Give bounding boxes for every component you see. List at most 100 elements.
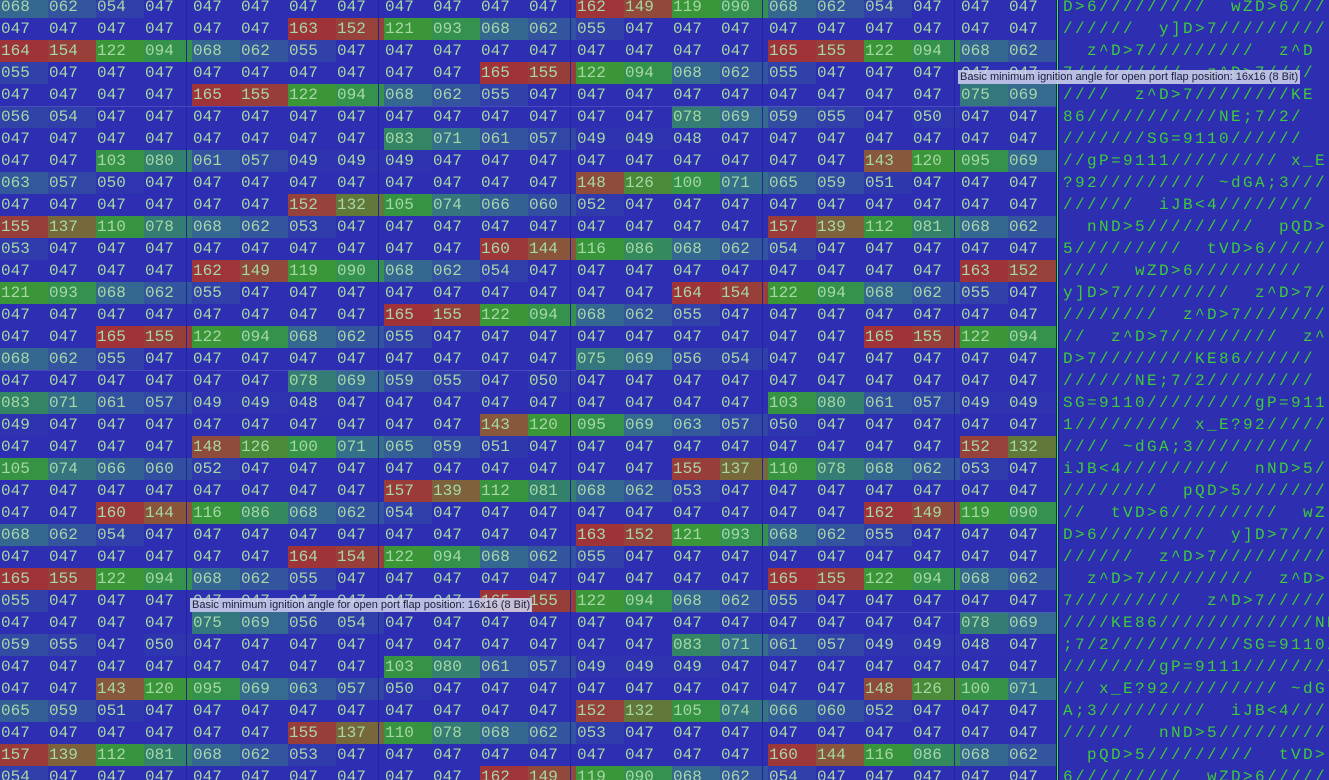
hex-cell: 047	[816, 194, 864, 216]
hex-cell: 068	[480, 546, 528, 568]
hex-cell: 047	[480, 524, 528, 546]
hex-pane: 068 062 054 047 047 047 047 047 047 047 047 047 162 1…	[0, 0, 1056, 780]
hex-cell: 083	[0, 392, 48, 414]
hex-cell: 062	[336, 326, 384, 348]
hex-cell: 047	[288, 414, 336, 436]
hex-cell: 105	[384, 194, 432, 216]
hex-cell: 047	[192, 480, 240, 502]
hex-cell: 055	[816, 106, 864, 128]
hex-cell: 047	[144, 480, 192, 502]
hex-cell: 061	[768, 634, 816, 656]
hex-cell: 047	[816, 62, 864, 84]
hex-cell: 047	[240, 370, 288, 392]
hex-cell: 154	[336, 546, 384, 568]
hex-cell: 047	[240, 348, 288, 370]
hex-cell: 047	[336, 766, 384, 780]
hex-cell: 047	[192, 304, 240, 326]
hex-cell: 056	[288, 612, 336, 634]
hex-cell: 119	[288, 260, 336, 282]
hex-cell: 047	[528, 524, 576, 546]
hex-cell: 122	[864, 568, 912, 590]
hex-cell: 068	[0, 348, 48, 370]
hex-cell: 047	[96, 546, 144, 568]
hex-cell: 051	[96, 700, 144, 722]
hex-cell: 068	[576, 480, 624, 502]
hex-cell: 047	[336, 172, 384, 194]
hex-cell: 047	[480, 216, 528, 238]
hex-cell: 047	[768, 18, 816, 40]
hex-cell: 110	[384, 722, 432, 744]
hex-cell: 047	[96, 84, 144, 106]
hex-cell: 047	[912, 18, 960, 40]
hex-cell: 105	[0, 458, 48, 480]
hex-cell: 152	[960, 436, 1008, 458]
hex-cell: 057	[528, 656, 576, 678]
hex-cell: 055	[48, 634, 96, 656]
hex-cell: 047	[960, 172, 1008, 194]
hex-cell: 047	[288, 172, 336, 194]
hex-cell: 068	[960, 744, 1008, 766]
hex-cell: 057	[720, 414, 768, 436]
hex-cell: 047	[912, 656, 960, 678]
hex-cell: 068	[96, 282, 144, 304]
hex-cell: 090	[720, 0, 768, 18]
hex-cell: 047	[480, 568, 528, 590]
hex-cell: 062	[432, 84, 480, 106]
hex-cell: 047	[240, 106, 288, 128]
hex-cell: 071	[720, 634, 768, 656]
hex-cell: 047	[432, 744, 480, 766]
hex-cell: 047	[576, 84, 624, 106]
hex-cell: 047	[48, 678, 96, 700]
hex-cell: 047	[528, 282, 576, 304]
hex-cell: 049	[864, 634, 912, 656]
hex-cell: 047	[576, 634, 624, 656]
ascii-line: D>6///////// wZD>6///	[1063, 0, 1328, 16]
hex-cell: 062	[816, 0, 864, 18]
ascii-line: //// ~dGA;3//////////	[1063, 438, 1316, 456]
hex-cell: 047	[768, 656, 816, 678]
tooltip: Basic minimum ignition angle for open po…	[190, 598, 533, 612]
ascii-line: nND>5///////// pQD>	[1063, 218, 1328, 236]
hex-cell: 047	[720, 612, 768, 634]
hex-cell: 155	[816, 568, 864, 590]
hex-cell: 047	[576, 436, 624, 458]
hex-cell: 047	[480, 348, 528, 370]
hex-cell: 047	[624, 722, 672, 744]
hex-cell: 047	[240, 128, 288, 150]
hex-cell: 090	[624, 766, 672, 780]
hex-cell: 047	[384, 612, 432, 634]
hex-cell: 074	[432, 194, 480, 216]
hex-cell: 059	[48, 700, 96, 722]
hex-cell: 062	[528, 18, 576, 40]
hex-cell: 047	[480, 326, 528, 348]
hex-cell: 047	[816, 260, 864, 282]
hex-cell: 047	[48, 370, 96, 392]
hex-cell: 055	[192, 282, 240, 304]
hex-cell: 047	[960, 304, 1008, 326]
hex-cell: 047	[864, 590, 912, 612]
hex-cell: 047	[336, 744, 384, 766]
hex-cell: 148	[864, 678, 912, 700]
hex-cell: 047	[144, 524, 192, 546]
hex-cell: 047	[864, 612, 912, 634]
hex-cell: 055	[0, 590, 48, 612]
hex-cell: 069	[720, 106, 768, 128]
hex-cell: 071	[1008, 678, 1056, 700]
hex-cell: 047	[672, 216, 720, 238]
hex-cell: 062	[48, 524, 96, 546]
ascii-line: 5///////// tVD>6/////	[1063, 240, 1328, 258]
hex-cell: 047	[768, 150, 816, 172]
hex-cell: 047	[384, 238, 432, 260]
hex-cell: 054	[48, 106, 96, 128]
ascii-line: A;3///////// iJB<4///	[1063, 702, 1328, 720]
hex-cell: 068	[576, 304, 624, 326]
hex-cell: 155	[240, 84, 288, 106]
hex-cell: 053	[0, 238, 48, 260]
hex-cell: 047	[816, 722, 864, 744]
hex-cell: 137	[720, 458, 768, 480]
hex-cell: 047	[336, 62, 384, 84]
hex-cell: 047	[768, 128, 816, 150]
hex-cell: 047	[144, 238, 192, 260]
hex-cell: 047	[336, 700, 384, 722]
